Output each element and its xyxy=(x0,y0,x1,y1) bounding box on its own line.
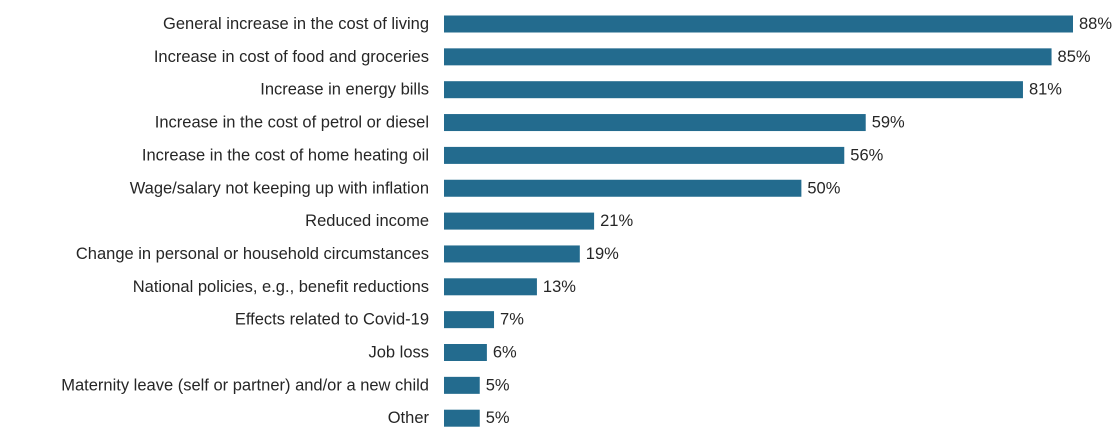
value-label: 56% xyxy=(850,146,883,164)
bar xyxy=(444,212,595,230)
category-label: Increase in the cost of petrol or diesel xyxy=(155,114,429,132)
category-label: Job loss xyxy=(368,344,429,362)
bars xyxy=(444,15,1073,427)
category-label: Increase in energy bills xyxy=(260,81,429,99)
value-label: 19% xyxy=(586,245,619,263)
value-label: 5% xyxy=(486,409,510,427)
value-label: 81% xyxy=(1029,81,1062,99)
bar xyxy=(444,245,580,263)
bar xyxy=(444,81,1023,99)
value-label: 59% xyxy=(872,114,905,132)
bar xyxy=(444,409,480,427)
category-label: Maternity leave (self or partner) and/or… xyxy=(61,376,429,394)
category-labels: General increase in the cost of living In… xyxy=(61,15,429,427)
bar xyxy=(444,179,802,197)
bar xyxy=(444,376,480,394)
bar xyxy=(444,146,845,164)
bar xyxy=(444,344,487,361)
value-label: 88% xyxy=(1079,15,1112,33)
category-label: Wage/salary not keeping up with inflatio… xyxy=(130,179,429,197)
bar xyxy=(444,114,866,132)
value-labels: 88% 85% 81% 59% 56% 50% 21% 19% 13% 7% 6% 5% 5% xyxy=(486,15,1113,427)
bar xyxy=(444,311,495,329)
category-label: Other xyxy=(388,409,430,427)
bar xyxy=(444,15,1073,33)
category-label: Reduced income xyxy=(305,212,429,230)
category-label: Effects related to Covid-19 xyxy=(235,311,429,329)
value-label: 21% xyxy=(600,212,633,230)
value-label: 13% xyxy=(543,278,576,296)
bar xyxy=(444,278,537,296)
value-label: 7% xyxy=(500,311,524,329)
value-label: 50% xyxy=(807,179,840,197)
category-label: Change in personal or household circumst… xyxy=(76,245,429,263)
category-label: General increase in the cost of living xyxy=(163,15,429,33)
value-label: 6% xyxy=(493,344,517,362)
category-label: Increase in cost of food and groceries xyxy=(154,48,429,66)
category-label: Increase in the cost of home heating oil xyxy=(142,146,429,164)
value-label: 5% xyxy=(486,376,510,394)
value-label: 85% xyxy=(1058,48,1091,66)
category-label: National policies, e.g., benefit reducti… xyxy=(133,278,429,296)
bar xyxy=(444,48,1052,66)
